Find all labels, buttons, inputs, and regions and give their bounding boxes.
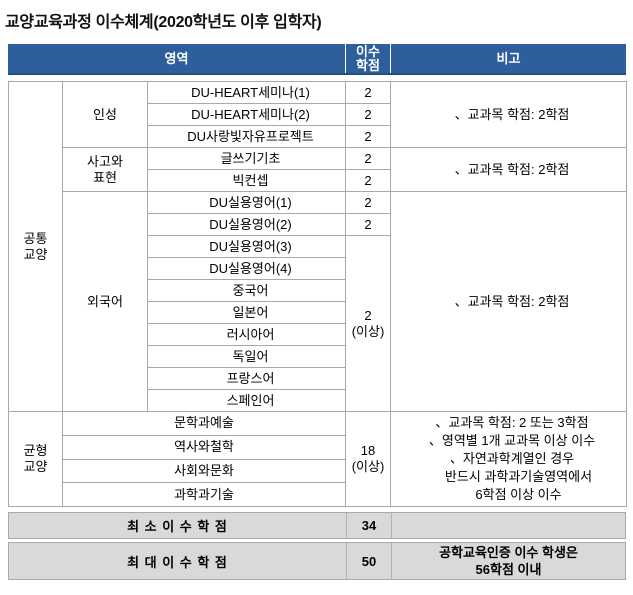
- table-row: DU-HEART세미나(2) 2: [9, 103, 627, 126]
- credits-cell: 2: [345, 213, 391, 236]
- header-note: 비고: [496, 50, 521, 66]
- course-cell: DU실용영어(2): [147, 213, 346, 236]
- table-row: 프랑스어: [9, 367, 627, 390]
- page: 교양교육과정 이수체계(2020학년도 이후 입학자) 영역 이수 학점 비고 …: [5, 14, 627, 580]
- table-row: DU실용영어(3) 2 (이상): [9, 235, 627, 412]
- note-cell: 、교과목 학점: 2학점: [390, 191, 627, 412]
- course-cell: DU실용영어(4): [147, 257, 346, 280]
- subgroup-cell-foreign: 외국어: [62, 191, 148, 412]
- course-cell: 프랑스어: [147, 367, 346, 390]
- table-row: 스페인어: [9, 389, 627, 412]
- table-row: 일본어: [9, 301, 627, 324]
- note-cell: 、교과목 학점: 2 또는 3학점 、영역별 1개 교과목 이상 이수 、자연과…: [390, 411, 627, 507]
- table-body: 공통 교양 인성 DU-HEART세미나(1) 2 、교과목 학점: 2학점 D…: [8, 81, 627, 507]
- header-area: 영역: [8, 44, 346, 73]
- course-cell: 과학과기술: [62, 482, 346, 507]
- header-credits: 이수 학점: [346, 44, 391, 73]
- min-credits-row: 최 소 이 수 학 점 34: [8, 512, 626, 539]
- course-cell: 역사와철학: [62, 434, 346, 460]
- table-row: 외국어 DU실용영어(1) 2 、교과목 학점: 2학점: [9, 191, 627, 412]
- credits-cell-merged: 2 (이상): [345, 235, 391, 412]
- subgroup-cell-character: 인성: [62, 81, 148, 148]
- curriculum-table: 영역 이수 학점 비고 공통 교양 인성 DU-HEART세미나(1) 2 、교…: [8, 44, 627, 580]
- course-cell: DU사랑빛자유프로젝트: [147, 125, 346, 148]
- min-credits-label: 최 소 이 수 학 점: [9, 513, 347, 538]
- note-line: 、영역별 1개 교과목 이상 이수: [428, 433, 596, 448]
- course-cell: DU-HEART세미나(2): [147, 103, 346, 126]
- credits-cell-merged: 18 (이상): [345, 411, 391, 507]
- max-credits-value: 50: [347, 543, 392, 579]
- credits-cell: 2: [345, 125, 391, 148]
- course-cell: 일본어: [147, 301, 346, 324]
- course-cell: 독일어: [147, 345, 346, 368]
- credits-cell: 2: [345, 81, 391, 104]
- table-row: 균형 교양 문학과예술 18 (이상) 、교과목 학점: 2 또는 3학점 、영…: [8, 411, 627, 507]
- note-line: 、자연과학계열인 경우: [449, 451, 575, 466]
- table-row: 빅컨셉 2: [9, 169, 627, 192]
- table-row: 사고와 표현 글쓰기기초 2 、교과목 학점: 2학점: [9, 147, 627, 192]
- table-row: 러시아어: [9, 323, 627, 346]
- note-cell: 、교과목 학점: 2학점: [390, 147, 627, 192]
- table-row: 과학과기술: [9, 482, 627, 507]
- table-row: 공통 교양 인성 DU-HEART세미나(1) 2 、교과목 학점: 2학점: [8, 81, 627, 412]
- course-cell: 사회와문화: [62, 458, 346, 484]
- credits-cell: 2: [345, 103, 391, 126]
- note-cell: 、교과목 학점: 2학점: [390, 81, 627, 148]
- course-cell: DU실용영어(3): [147, 235, 346, 258]
- course-cell: 빅컨셉: [147, 169, 346, 192]
- max-credits-label: 최 대 이 수 학 점: [9, 543, 347, 579]
- course-cell: 러시아어: [147, 323, 346, 346]
- min-credits-value: 34: [347, 513, 392, 538]
- table-row: DU실용영어(4): [9, 257, 627, 280]
- credits-cell: 2: [345, 169, 391, 192]
- table-row: 역사와철학: [9, 434, 627, 460]
- min-credits-note: [392, 513, 625, 538]
- group-cell-common: 공통 교양: [8, 81, 63, 412]
- subgroup-cell-thinking: 사고와 표현: [62, 147, 148, 192]
- page-title: 교양교육과정 이수체계(2020학년도 이후 입학자): [5, 14, 322, 31]
- course-cell: 스페인어: [147, 389, 346, 412]
- course-cell: 중국어: [147, 279, 346, 302]
- max-credits-note: 공학교육인증 이수 학생은 56학점 이내: [439, 545, 578, 577]
- note-line: 6학점 이상 이수: [475, 487, 562, 502]
- max-credits-row: 최 대 이 수 학 점 50 공학교육인증 이수 학생은 56학점 이내: [8, 542, 626, 580]
- credits-cell: 2: [345, 191, 391, 214]
- course-cell: DU-HEART세미나(1): [147, 81, 346, 104]
- group-cell-balanced: 균형 교양: [8, 411, 63, 507]
- course-cell: 문학과예술: [62, 411, 346, 436]
- credits-cell: 2: [345, 147, 391, 170]
- table-header-row: 영역 이수 학점 비고: [8, 44, 626, 75]
- table-row: 독일어: [9, 345, 627, 368]
- table-row: 사회와문화: [9, 458, 627, 484]
- note-line: 、교과목 학점: 2 또는 3학점: [435, 415, 589, 430]
- note-line: 반드시 과학과기술영역에서: [444, 469, 593, 484]
- course-cell: 글쓰기기초: [147, 147, 346, 170]
- note-lines: 、교과목 학점: 2 또는 3학점 、영역별 1개 교과목 이상 이수 、자연과…: [398, 413, 626, 506]
- course-cell: DU실용영어(1): [147, 191, 346, 214]
